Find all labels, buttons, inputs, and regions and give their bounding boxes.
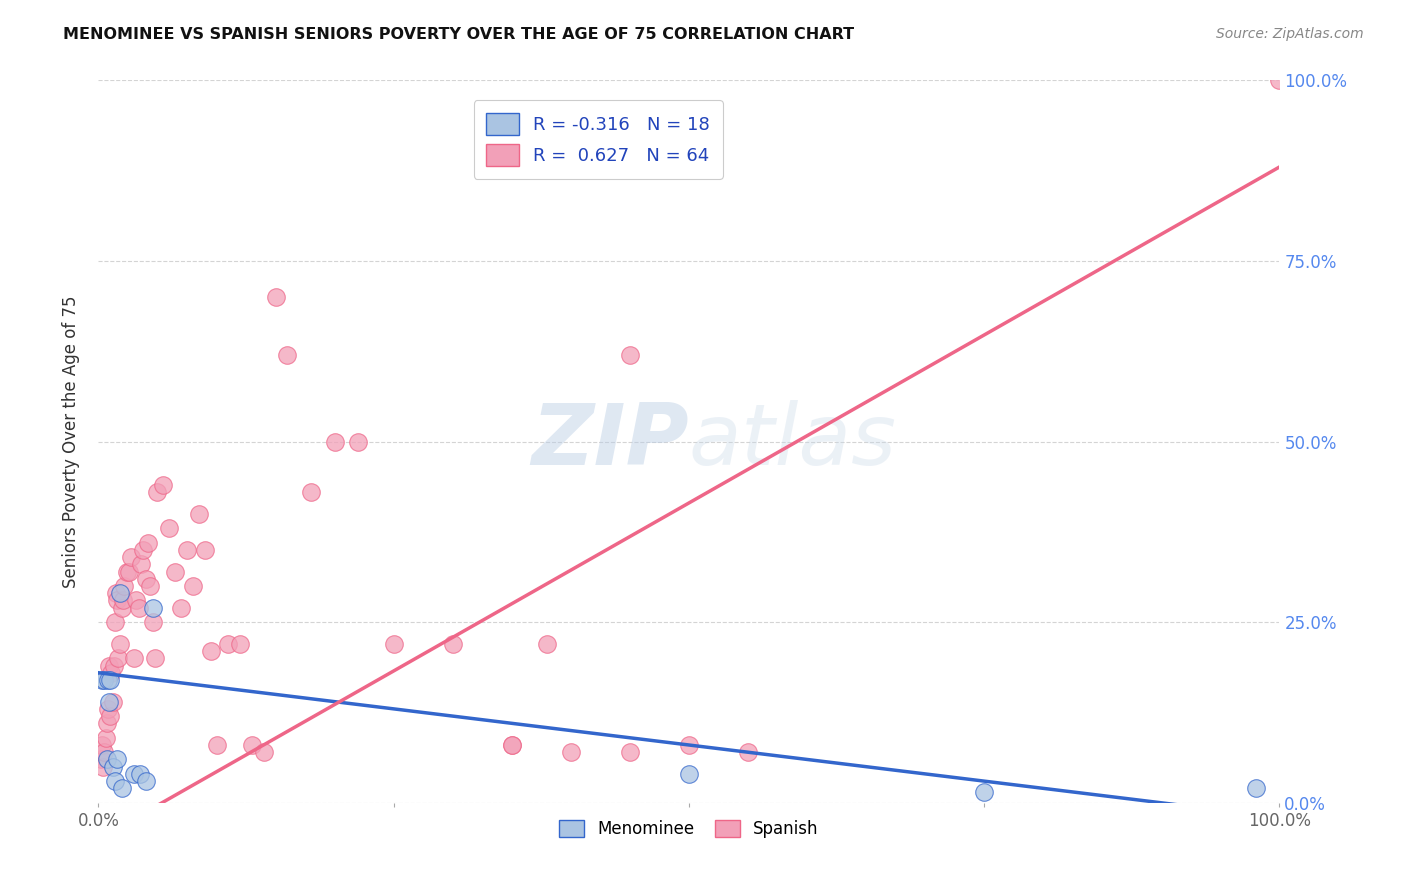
- Point: [560, 745, 582, 759]
- Point: [91, 673, 114, 687]
- Point: [678, 767, 700, 781]
- Point: [103, 658, 125, 673]
- Point: [253, 745, 276, 759]
- Point: [128, 600, 150, 615]
- Point: [97, 702, 120, 716]
- Point: [139, 579, 162, 593]
- Point: [111, 781, 134, 796]
- Point: [187, 507, 209, 521]
- Point: [128, 767, 150, 781]
- Point: [135, 774, 157, 789]
- Point: [143, 651, 166, 665]
- Point: [122, 767, 145, 781]
- Point: [121, 550, 143, 565]
- Point: [91, 738, 114, 752]
- Point: [200, 644, 222, 658]
- Point: [678, 738, 700, 752]
- Text: atlas: atlas: [689, 400, 897, 483]
- Point: [93, 673, 115, 687]
- Point: [142, 600, 165, 615]
- Point: [96, 752, 118, 766]
- Point: [737, 745, 759, 759]
- Point: [299, 485, 322, 500]
- Point: [194, 542, 217, 557]
- Point: [217, 637, 239, 651]
- Point: [90, 752, 112, 766]
- Point: [146, 485, 169, 500]
- Point: [276, 348, 298, 362]
- Point: [619, 745, 641, 759]
- Point: [1244, 781, 1267, 796]
- Point: [441, 637, 464, 651]
- Y-axis label: Seniors Poverty Over the Age of 75: Seniors Poverty Over the Age of 75: [62, 295, 80, 588]
- Point: [501, 738, 523, 752]
- Point: [108, 637, 131, 651]
- Point: [107, 651, 129, 665]
- Point: [115, 565, 138, 579]
- Point: [135, 572, 157, 586]
- Point: [129, 558, 152, 572]
- Point: [105, 593, 128, 607]
- Point: [152, 478, 174, 492]
- Point: [347, 434, 370, 449]
- Point: [264, 290, 287, 304]
- Point: [101, 760, 124, 774]
- Point: [105, 586, 128, 600]
- Text: ZIP: ZIP: [531, 400, 689, 483]
- Point: [96, 716, 118, 731]
- Point: [205, 738, 228, 752]
- Point: [240, 738, 263, 752]
- Point: [101, 695, 124, 709]
- Point: [94, 731, 117, 745]
- Point: [323, 434, 346, 449]
- Point: [118, 565, 141, 579]
- Point: [382, 637, 405, 651]
- Text: MENOMINEE VS SPANISH SENIORS POVERTY OVER THE AGE OF 75 CORRELATION CHART: MENOMINEE VS SPANISH SENIORS POVERTY OVE…: [63, 27, 855, 42]
- Point: [501, 738, 523, 752]
- Point: [104, 615, 127, 630]
- Point: [111, 600, 134, 615]
- Point: [104, 774, 127, 789]
- Point: [125, 593, 148, 607]
- Point: [105, 752, 128, 766]
- Point: [170, 600, 193, 615]
- Point: [132, 542, 155, 557]
- Point: [157, 521, 180, 535]
- Point: [98, 709, 121, 723]
- Point: [97, 673, 120, 687]
- Point: [536, 637, 558, 651]
- Point: [98, 695, 121, 709]
- Point: [122, 651, 145, 665]
- Text: Source: ZipAtlas.com: Source: ZipAtlas.com: [1216, 27, 1364, 41]
- Point: [619, 348, 641, 362]
- Point: [176, 542, 198, 557]
- Point: [98, 673, 121, 687]
- Point: [112, 579, 135, 593]
- Point: [973, 785, 995, 799]
- Point: [100, 665, 122, 680]
- Legend: Menominee, Spanish: Menominee, Spanish: [553, 814, 825, 845]
- Point: [142, 615, 165, 630]
- Point: [93, 745, 115, 759]
- Point: [98, 658, 121, 673]
- Point: [229, 637, 252, 651]
- Point: [91, 760, 114, 774]
- Point: [1268, 73, 1291, 87]
- Point: [136, 535, 159, 549]
- Point: [181, 579, 204, 593]
- Point: [108, 586, 131, 600]
- Point: [112, 593, 135, 607]
- Point: [165, 565, 187, 579]
